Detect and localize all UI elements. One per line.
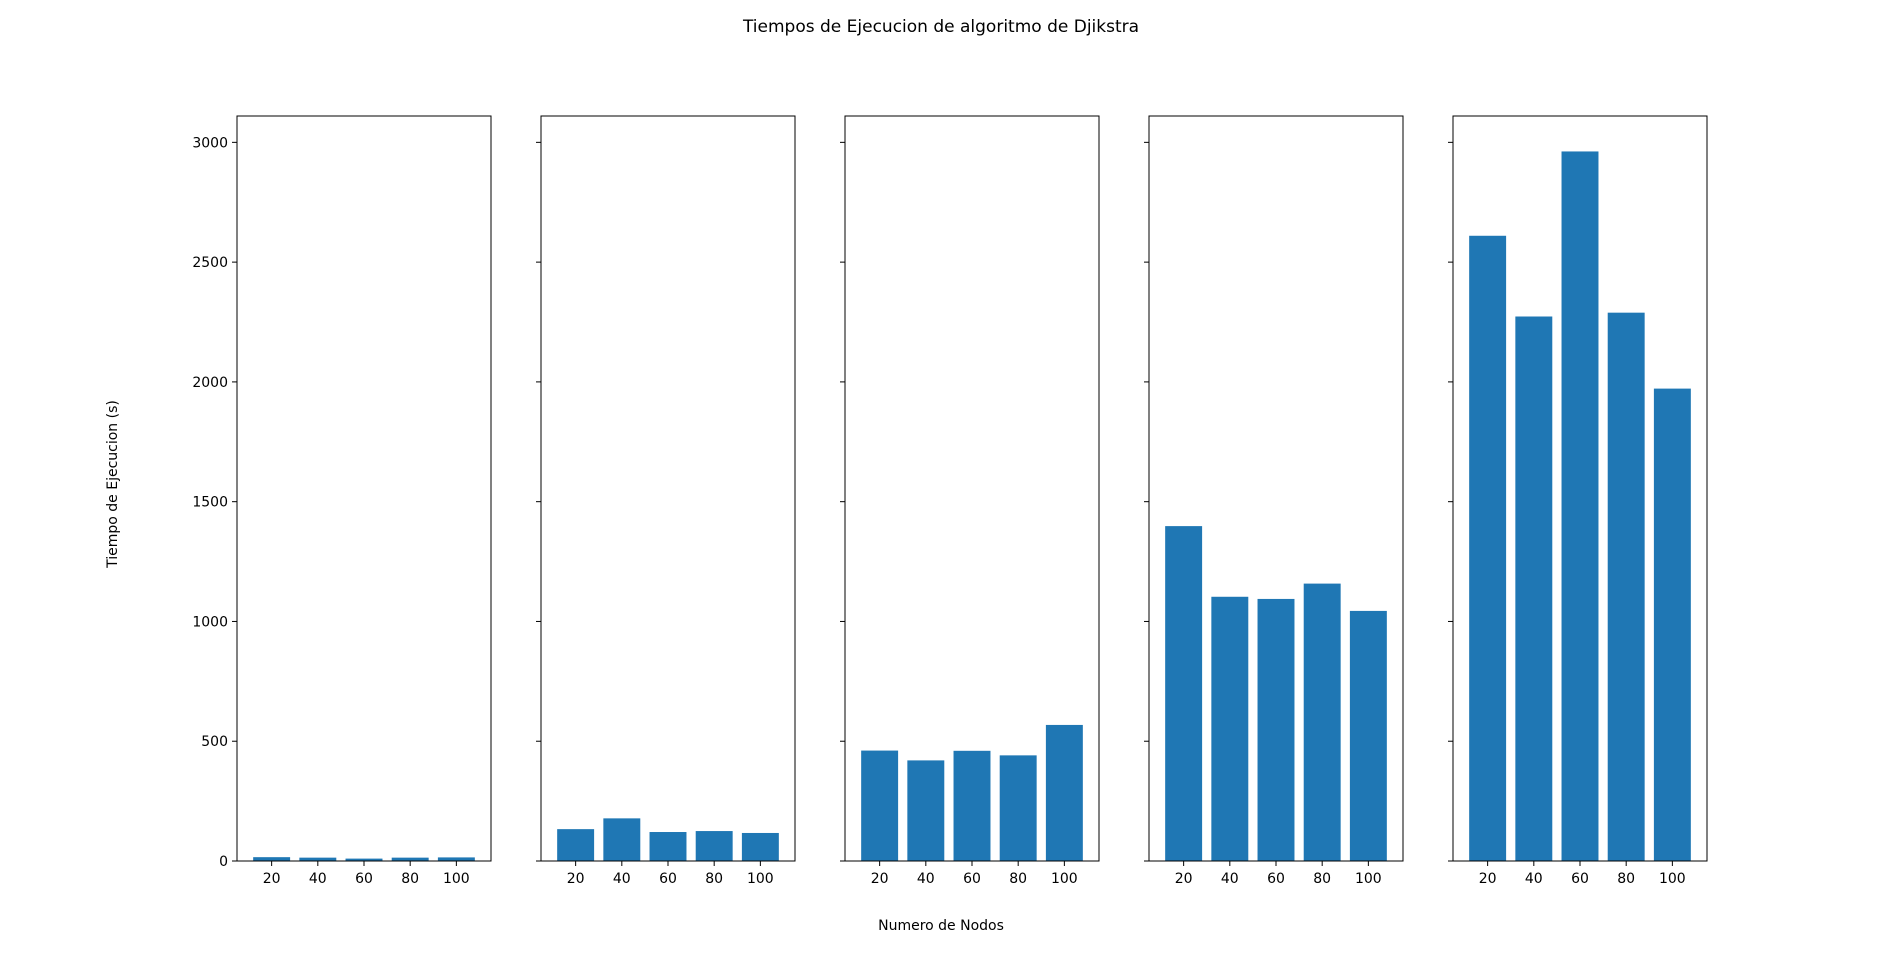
bar-40 bbox=[299, 857, 337, 861]
bar-100 bbox=[1349, 610, 1387, 861]
x-tick-label: 80 bbox=[1313, 871, 1331, 887]
x-tick-label: 80 bbox=[401, 871, 419, 887]
bar-60 bbox=[1257, 598, 1295, 861]
plot-frame bbox=[1452, 115, 1708, 862]
x-tick-label: 100 bbox=[1355, 871, 1382, 887]
x-tick-label: 100 bbox=[1659, 871, 1686, 887]
bar-40 bbox=[603, 818, 641, 861]
y-tick-label: 1000 bbox=[192, 614, 228, 630]
bar-80 bbox=[999, 755, 1037, 861]
subplot-3: 20 40 60 80 100 bbox=[840, 115, 1100, 887]
bar-80 bbox=[695, 831, 733, 861]
bar-40 bbox=[907, 760, 945, 861]
y-axis-label: Tiempo de Ejecucion (s) bbox=[105, 400, 121, 569]
y-tick-label: 2000 bbox=[192, 375, 228, 391]
x-tick-label: 60 bbox=[355, 871, 373, 887]
subplot-2: 20 40 60 80 100 bbox=[536, 115, 796, 887]
x-tick-label: 100 bbox=[747, 871, 774, 887]
bar-20 bbox=[253, 857, 291, 861]
bar-100 bbox=[1653, 388, 1691, 861]
bar-20 bbox=[557, 829, 595, 861]
x-tick-label: 80 bbox=[1617, 871, 1635, 887]
bar-100 bbox=[1045, 724, 1083, 861]
subplot-4: 20 40 60 80 100 bbox=[1144, 115, 1404, 887]
bar-80 bbox=[391, 857, 429, 861]
subplot-5: 20 40 60 80 100 bbox=[1448, 115, 1708, 887]
bar-20 bbox=[1469, 235, 1507, 862]
chart-title: Tiempos de Ejecucion de algoritmo de Dji… bbox=[742, 17, 1139, 37]
plot-frame bbox=[236, 115, 492, 862]
bar-60 bbox=[1561, 151, 1599, 861]
y-tick-label: 0 bbox=[219, 854, 228, 870]
x-tick-label: 60 bbox=[1267, 871, 1285, 887]
x-tick-label: 80 bbox=[705, 871, 723, 887]
x-tick-label: 20 bbox=[871, 871, 889, 887]
x-tick-label: 40 bbox=[1221, 871, 1239, 887]
bar-100 bbox=[437, 857, 475, 861]
x-tick-label: 40 bbox=[613, 871, 631, 887]
x-tick-label: 20 bbox=[1479, 871, 1497, 887]
plot-frame bbox=[1148, 115, 1404, 862]
bar-40 bbox=[1515, 316, 1553, 862]
x-tick-label: 60 bbox=[659, 871, 677, 887]
bar-40 bbox=[1211, 596, 1249, 861]
bar-20 bbox=[861, 750, 899, 861]
x-tick-label: 20 bbox=[567, 871, 585, 887]
y-tick-label: 1500 bbox=[192, 495, 228, 511]
bar-60 bbox=[953, 750, 991, 861]
x-tick-label: 40 bbox=[1525, 871, 1543, 887]
x-axis-label: Numero de Nodos bbox=[878, 918, 1004, 934]
x-tick-label: 20 bbox=[263, 871, 281, 887]
x-tick-label: 60 bbox=[1571, 871, 1589, 887]
y-tick-label: 3000 bbox=[192, 135, 228, 151]
x-tick-label: 20 bbox=[1175, 871, 1193, 887]
bar-80 bbox=[1607, 312, 1645, 861]
bar-20 bbox=[1165, 526, 1203, 861]
y-tick-label: 500 bbox=[201, 734, 228, 750]
x-tick-label: 40 bbox=[917, 871, 935, 887]
plot-frame bbox=[844, 115, 1100, 862]
plot-frame bbox=[540, 115, 796, 862]
x-tick-label: 100 bbox=[1051, 871, 1078, 887]
x-tick-label: 40 bbox=[309, 871, 327, 887]
bar-60 bbox=[345, 858, 383, 861]
bar-80 bbox=[1303, 583, 1341, 861]
x-tick-label: 100 bbox=[443, 871, 470, 887]
x-tick-label: 80 bbox=[1009, 871, 1027, 887]
bar-60 bbox=[649, 832, 687, 861]
x-tick-label: 60 bbox=[963, 871, 981, 887]
y-tick-label: 2500 bbox=[192, 255, 228, 271]
bar-100 bbox=[741, 832, 779, 861]
